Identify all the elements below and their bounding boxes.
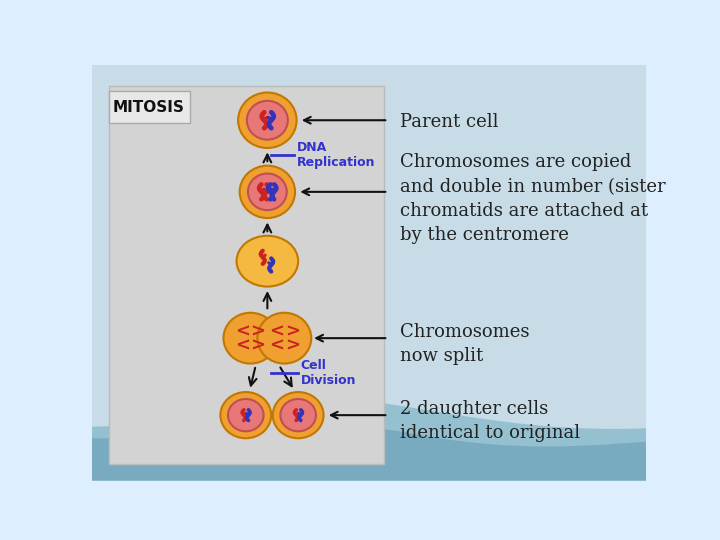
Text: <: < bbox=[235, 322, 251, 340]
Text: <: < bbox=[235, 336, 251, 354]
Ellipse shape bbox=[257, 313, 311, 363]
Text: <: < bbox=[269, 322, 284, 340]
Ellipse shape bbox=[273, 392, 323, 438]
Text: Chromosomes
now split: Chromosomes now split bbox=[400, 323, 529, 365]
Ellipse shape bbox=[240, 166, 295, 218]
Text: <: < bbox=[269, 336, 284, 354]
Text: >: > bbox=[285, 336, 300, 354]
Polygon shape bbox=[92, 425, 647, 481]
Bar bbox=[109, 86, 384, 464]
Bar bbox=[109, 91, 189, 123]
Polygon shape bbox=[92, 401, 647, 481]
Ellipse shape bbox=[237, 236, 298, 287]
Text: Cell
Division: Cell Division bbox=[300, 359, 356, 387]
Ellipse shape bbox=[220, 392, 271, 438]
Text: >: > bbox=[251, 336, 266, 354]
Ellipse shape bbox=[228, 399, 264, 431]
Text: DNA
Replication: DNA Replication bbox=[297, 140, 375, 168]
Text: 2 daughter cells
identical to original: 2 daughter cells identical to original bbox=[400, 400, 580, 442]
Ellipse shape bbox=[248, 173, 287, 210]
Text: MITOSIS: MITOSIS bbox=[113, 100, 185, 114]
Text: >: > bbox=[285, 322, 300, 340]
Ellipse shape bbox=[280, 399, 316, 431]
Text: Chromosomes are copied
and double in number (sister
chromatids are attached at
b: Chromosomes are copied and double in num… bbox=[400, 153, 665, 244]
Ellipse shape bbox=[238, 92, 297, 148]
Text: Parent cell: Parent cell bbox=[400, 112, 498, 131]
Text: >: > bbox=[251, 322, 266, 340]
Ellipse shape bbox=[223, 313, 277, 363]
Ellipse shape bbox=[247, 101, 288, 140]
